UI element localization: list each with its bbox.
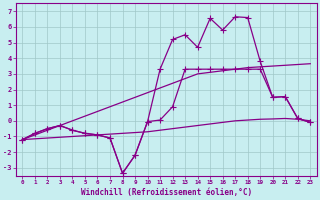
X-axis label: Windchill (Refroidissement éolien,°C): Windchill (Refroidissement éolien,°C) [81, 188, 252, 197]
